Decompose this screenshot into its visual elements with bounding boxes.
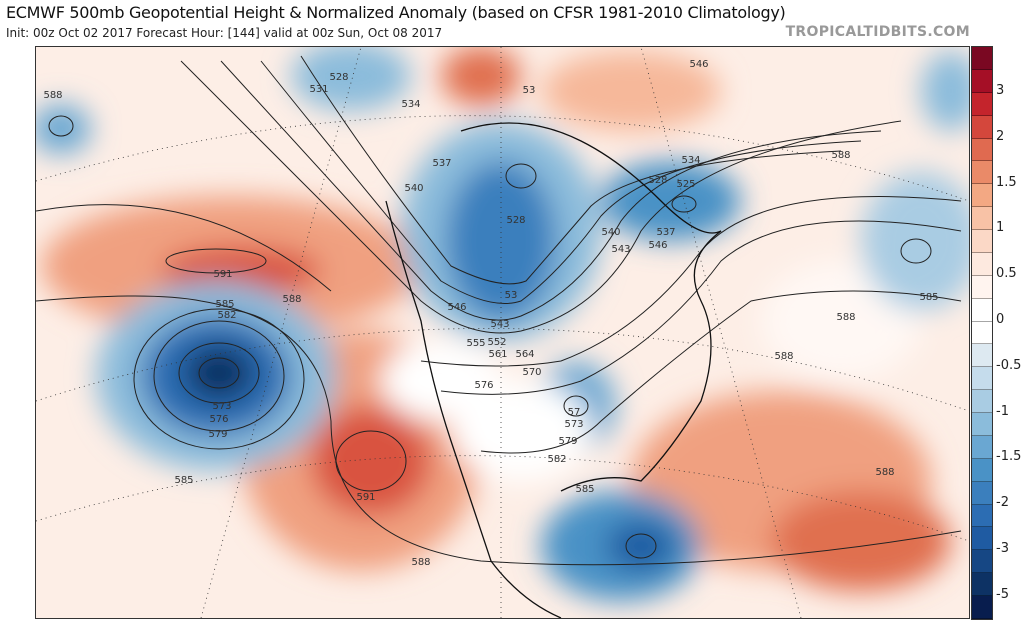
contour-label: 546	[447, 302, 466, 313]
colorbar-segment	[972, 458, 992, 482]
colorbar-segment	[972, 435, 992, 459]
contour-label: 564	[515, 349, 534, 360]
colorbar-segment	[972, 47, 992, 70]
map-title: ECMWF 500mb Geopotential Height & Normal…	[6, 3, 786, 22]
contour-label: 579	[208, 429, 227, 440]
contour-label: 546	[689, 59, 708, 70]
contour-label: 591	[356, 492, 375, 503]
contour-label: 543	[611, 244, 630, 255]
colorbar-tick-label: -0.5	[996, 357, 1022, 373]
colorbar-tick-label: 0	[996, 312, 1005, 327]
contour-label: 528	[506, 215, 525, 226]
colorbar-segment	[972, 275, 992, 299]
contour-label: 579	[558, 436, 577, 447]
colorbar-segment	[972, 321, 992, 345]
colorbar-tick-label: -5	[996, 586, 1009, 602]
colorbar-segment	[972, 550, 992, 574]
contour-label: 552	[487, 337, 506, 348]
contour-label: 582	[547, 454, 566, 465]
colorbar-segment	[972, 161, 992, 185]
contour-label: 588	[411, 557, 430, 568]
contour-label: 555	[466, 338, 485, 349]
contour-label: 561	[488, 349, 507, 360]
colorbar-tick-label: 2	[996, 128, 1005, 144]
colorbar-tick-label: 1.5	[996, 174, 1017, 190]
contour-label: 588	[875, 467, 894, 478]
colorbar-segment	[972, 573, 992, 596]
contour-label: 534	[681, 155, 700, 166]
anomaly-map: 588 528 531 534 537 540 53 546 534 528 525 588 528 54…	[35, 46, 970, 619]
colorbar-tick-label: -2	[996, 495, 1009, 511]
height-contours	[36, 55, 962, 566]
contour-label: 528	[329, 72, 348, 83]
contour-label: 570	[522, 367, 541, 378]
contour-label: 531	[309, 84, 328, 95]
contour-label: 537	[656, 227, 675, 238]
contour-label: 53	[505, 290, 518, 301]
colorbar-tick-label: 1	[996, 220, 1005, 236]
colorbar-tick-label: -1.5	[996, 449, 1022, 465]
contour-label: 528	[648, 175, 667, 186]
colorbar-segment	[972, 344, 992, 368]
colorbar-segment	[972, 92, 992, 116]
colorbar-segment	[972, 252, 992, 276]
contour-label: 588	[43, 90, 62, 101]
contour-label: 591	[213, 269, 232, 280]
contour-label: 582	[217, 310, 236, 321]
contour-label: 546	[648, 240, 667, 251]
colorbar-tick-label: -1	[996, 403, 1009, 419]
colorbar-tick-label: 0.5	[996, 266, 1017, 282]
contour-label: 573	[212, 401, 231, 412]
contour-label: 573	[564, 419, 583, 430]
anomaly-shading	[36, 47, 969, 601]
contour-label: 588	[282, 294, 301, 305]
colorbar-segment	[972, 481, 992, 505]
colorbar-segment	[972, 207, 992, 230]
contour-label: 53	[523, 85, 536, 96]
colorbar-segment	[972, 138, 992, 162]
lat-lon-grid	[36, 47, 969, 618]
contour-label: 588	[836, 312, 855, 323]
contour-label: 576	[209, 414, 228, 425]
contour-label: 537	[432, 158, 451, 169]
contour-label: 534	[401, 99, 420, 110]
colorbar-segment	[972, 184, 992, 208]
colorbar-segment	[972, 230, 992, 253]
contour-label: 540	[601, 227, 620, 238]
colorbar-segment	[972, 413, 992, 436]
contour-label: 585	[174, 475, 193, 486]
colorbar-segment	[972, 69, 992, 93]
contour-label: 585	[215, 299, 234, 310]
colorbar-segment	[972, 367, 992, 391]
colorbar	[971, 46, 993, 620]
colorbar-segment	[972, 115, 992, 139]
contour-label: 57	[568, 407, 581, 418]
colorbar-tick-label: 3	[996, 83, 1005, 98]
colorbar-segment	[972, 504, 992, 528]
contour-label: 540	[404, 183, 423, 194]
colorbar-segment	[972, 527, 992, 551]
colorbar-segment	[972, 596, 992, 619]
colorbar-segment	[972, 298, 992, 322]
map-subtitle: Init: 00z Oct 02 2017 Forecast Hour: [14…	[6, 26, 443, 40]
contour-label: 576	[474, 380, 493, 391]
colorbar-segment	[972, 390, 992, 413]
colorbar-tick-label: -3	[996, 541, 1009, 556]
brand-watermark[interactable]: TROPICALTIDBITS.COM	[785, 24, 970, 40]
contour-label: 588	[831, 150, 850, 161]
contour-label: 585	[919, 292, 938, 303]
contour-label: 585	[575, 484, 594, 495]
contour-label: 588	[774, 351, 793, 362]
coastlines	[385, 122, 722, 618]
contour-label: 525	[676, 179, 695, 190]
contour-label: 543	[490, 319, 509, 330]
